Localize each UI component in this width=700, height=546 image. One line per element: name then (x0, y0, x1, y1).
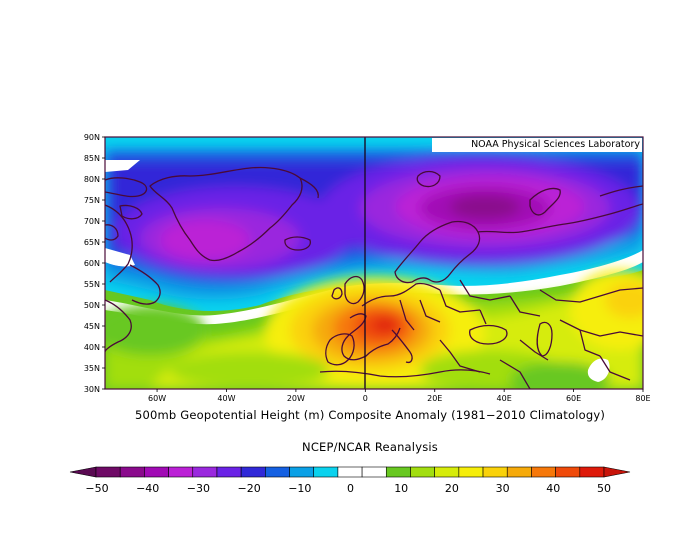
lat-tick-label: 45N (84, 322, 100, 331)
map-title: 500mb Geopotential Height (m) Composite … (134, 408, 606, 422)
lon-tick-label: 40E (497, 394, 512, 403)
colorbar-swatch (144, 466, 169, 478)
lat-tick-label: 75N (84, 196, 100, 205)
colorbar-label: 40 (546, 482, 560, 495)
colorbar-label: 20 (445, 482, 459, 495)
coastlines (105, 166, 643, 389)
colorbar-swatch (168, 466, 194, 478)
colorbar-max-arrow (603, 466, 631, 478)
colorbar-swatch (385, 466, 411, 478)
colorbar-label: −50 (85, 482, 108, 495)
colorbar-label: −10 (288, 482, 311, 495)
colorbar-swatch (192, 466, 218, 478)
longitude-axis: 60W 40W 20W 0 20E 40E 60E 80E (148, 389, 651, 403)
lat-tick-label: 85N (84, 154, 100, 163)
lat-tick-label: 80N (84, 175, 100, 184)
colorbar-swatch (240, 466, 266, 478)
lon-tick-label: 20W (287, 394, 305, 403)
colorbar-label: −20 (237, 482, 260, 495)
colorbar-swatch (361, 466, 387, 478)
lon-tick-label: 60E (566, 394, 581, 403)
colorbar-swatch (579, 466, 605, 478)
colorbar-label: −30 (187, 482, 210, 495)
lat-tick-label: 50N (84, 301, 100, 310)
colorbar-swatch (555, 466, 581, 478)
colorbar-swatch (506, 466, 532, 478)
colorbar-label: 50 (597, 482, 611, 495)
colorbar-swatch (313, 466, 339, 478)
colorbar-swatch (265, 466, 290, 478)
colorbar-swatch (434, 466, 460, 478)
latitude-axis: 30N 35N 40N 45N 50N 55N 60N 65N 70N 75N 80N 85N 90N (84, 133, 105, 394)
lon-tick-label: 0 (363, 394, 368, 403)
lon-tick-label: 60W (148, 394, 166, 403)
colorbar-swatch (531, 466, 556, 478)
colorbar-swatch (337, 466, 363, 478)
colorbar-swatch (458, 466, 484, 478)
colorbar-label: 10 (394, 482, 408, 495)
lat-tick-label: 70N (84, 217, 100, 226)
colorbar: −50 −40 −30 −20 −10 0 10 20 30 40 50 (69, 466, 631, 495)
lab-label: NOAA Physical Sciences Laboratory (432, 138, 642, 152)
colorbar-swatch (410, 466, 435, 478)
lat-tick-label: 30N (84, 385, 100, 394)
lat-tick-label: 90N (84, 133, 100, 142)
colorbar-swatch (216, 466, 242, 478)
colorbar-swatch (289, 466, 315, 478)
lat-tick-label: 55N (84, 280, 100, 289)
colorbar-swatch (95, 466, 121, 478)
colorbar-swatch (482, 466, 508, 478)
anomaly-field (105, 137, 643, 389)
lon-tick-label: 80E (635, 394, 650, 403)
lon-tick-label: 40W (217, 394, 235, 403)
colorbar-label: −40 (136, 482, 159, 495)
data-source: NCEP/NCAR Reanalysis (302, 440, 438, 454)
lat-tick-label: 35N (84, 364, 100, 373)
colorbar-swatch (119, 466, 145, 478)
lat-tick-label: 60N (84, 259, 100, 268)
colorbar-label: 30 (496, 482, 510, 495)
colorbar-min-arrow (69, 466, 97, 478)
lon-tick-label: 20E (427, 394, 442, 403)
colorbar-label: 0 (347, 482, 354, 495)
lat-tick-label: 40N (84, 343, 100, 352)
lat-tick-label: 65N (84, 238, 100, 247)
